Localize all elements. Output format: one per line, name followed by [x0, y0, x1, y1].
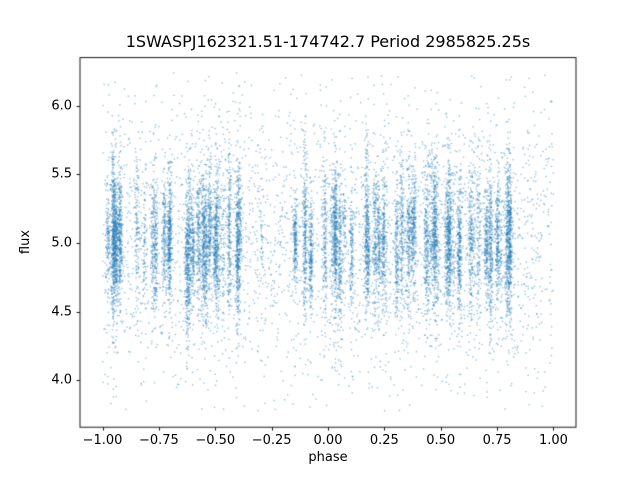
y-tick-label: 5.5 [51, 166, 72, 182]
y-tick-label: 6.0 [51, 98, 72, 114]
x-tick-label: 1.00 [538, 433, 568, 449]
y-axis-label: flux [18, 229, 34, 255]
x-tick-label: 0.00 [313, 433, 343, 449]
y-tick-label: 4.5 [51, 304, 72, 320]
x-tick-label: −1.00 [82, 433, 123, 449]
x-tick-label: 0.25 [369, 433, 399, 449]
x-tick-label: 0.50 [426, 433, 456, 449]
x-tick-label: −0.25 [251, 433, 292, 449]
chart-title: 1SWASPJ162321.51-174742.7 Period 2985825… [125, 32, 531, 51]
x-axis-label: phase [308, 450, 348, 465]
x-tick-label: 0.75 [482, 433, 512, 449]
y-tick-label: 4.0 [51, 372, 72, 388]
x-tick-label: −0.50 [195, 433, 236, 449]
x-tick-label: −0.75 [138, 433, 179, 449]
y-tick-label: 5.0 [51, 235, 72, 251]
